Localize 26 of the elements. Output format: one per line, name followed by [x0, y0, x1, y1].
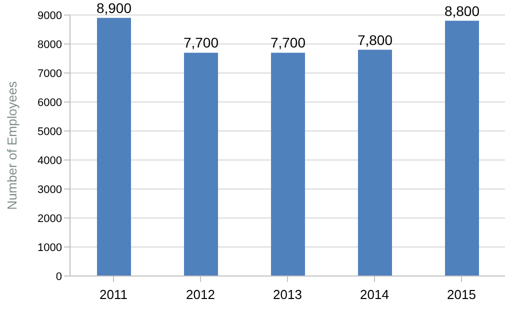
bar — [97, 18, 131, 276]
bar — [184, 52, 218, 276]
y-tick-label: 7000 — [38, 68, 62, 80]
bar — [445, 20, 479, 276]
x-tick-label: 2014 — [360, 287, 389, 302]
data-label: 8,900 — [96, 0, 132, 16]
y-tick-label: 4000 — [38, 154, 62, 167]
x-tick-label: 2011 — [100, 287, 128, 302]
y-tick-label: 6000 — [38, 96, 62, 109]
bar — [271, 52, 305, 276]
y-tick-label: 0 — [56, 270, 62, 283]
data-label: 7,700 — [183, 34, 219, 51]
y-tick-label: 9000 — [38, 10, 62, 22]
bar — [358, 50, 392, 276]
y-tick-label: 1000 — [38, 242, 62, 254]
y-tick-label: 3000 — [38, 184, 62, 196]
data-label: 7,800 — [357, 32, 393, 48]
y-tick-label: 8000 — [38, 38, 62, 51]
x-tick-label: 2012 — [186, 287, 215, 302]
data-label: 8,800 — [444, 2, 480, 19]
y-tick-label: 5000 — [38, 126, 62, 138]
x-tick-label: 2015 — [447, 287, 476, 302]
data-label: 7,700 — [270, 34, 306, 51]
x-tick-label: 2013 — [273, 287, 302, 302]
y-tick-label: 2000 — [38, 212, 62, 225]
y-axis-title: Number of Employees — [4, 80, 20, 210]
